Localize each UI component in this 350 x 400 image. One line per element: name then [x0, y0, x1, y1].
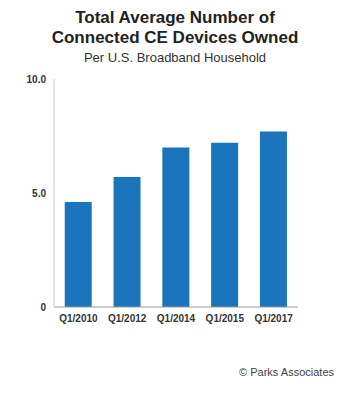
svg-text:Q1/2010: Q1/2010 [59, 313, 98, 324]
svg-text:5.0: 5.0 [32, 188, 46, 199]
svg-text:Q1/2014: Q1/2014 [157, 313, 196, 324]
html-text:© Parks Associates: © Parks Associates [239, 366, 334, 378]
html-text:Per U.S. Broadband Household: Per U.S. Broadband Household [83, 50, 267, 65]
html-text:Total Average Number of Connec: Total Average Number of Connected CE Dev… [51, 8, 299, 47]
svg-text:Q1/2017: Q1/2017 [254, 313, 293, 324]
svg-text:Q1/2012: Q1/2012 [108, 313, 147, 324]
svg-text:Q1/2015: Q1/2015 [206, 313, 245, 324]
svg-text:10.0: 10.0 [27, 74, 47, 85]
svg-text:0: 0 [40, 302, 46, 313]
